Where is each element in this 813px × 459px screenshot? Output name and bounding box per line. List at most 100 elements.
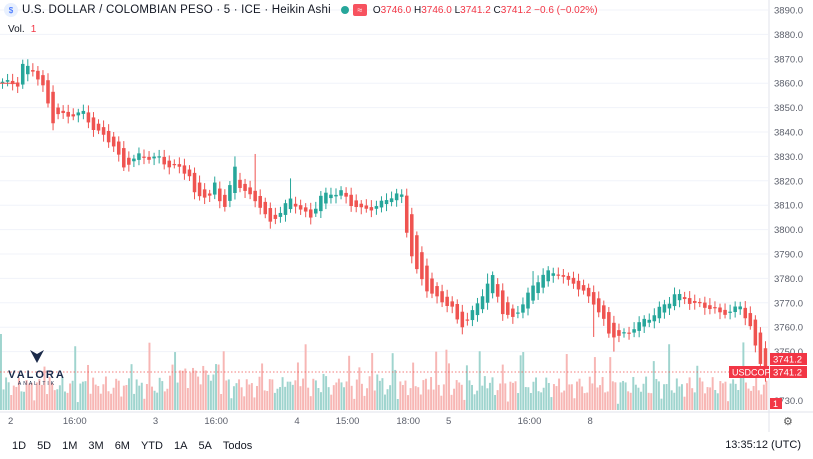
price-tick-label: 3810.0	[774, 201, 803, 212]
volume-bar	[279, 387, 281, 410]
volume-bar	[140, 382, 143, 410]
volume-bar	[581, 386, 584, 410]
volume-bar	[335, 382, 338, 410]
volume-bar	[647, 392, 650, 410]
candle-body	[122, 148, 126, 168]
volume-bar	[583, 393, 586, 410]
candle-body	[445, 296, 449, 307]
volume-bar	[514, 381, 517, 410]
candle-body	[506, 302, 510, 315]
candle-body	[147, 156, 151, 160]
candle-body	[455, 304, 460, 320]
range-1a-button[interactable]: 1A	[173, 440, 188, 452]
volume-bar	[79, 383, 82, 410]
volume-bar	[458, 382, 461, 410]
volume-bar	[353, 398, 356, 410]
volume-bar	[207, 374, 210, 410]
range-all-button[interactable]: Todos	[222, 440, 253, 452]
volume-bar	[716, 393, 719, 410]
candle-body	[738, 306, 742, 310]
volume-bar	[565, 354, 568, 410]
candle-body	[106, 130, 111, 143]
volume-bar	[465, 365, 468, 410]
range-1m-button[interactable]: 1M	[62, 440, 78, 452]
volume-bar	[552, 384, 555, 410]
volume-bar	[704, 393, 706, 410]
volume-bar	[737, 390, 740, 410]
volume-bar	[606, 391, 609, 410]
last-price-text: 3741.2	[773, 355, 802, 366]
candle-body	[500, 290, 505, 315]
candle-body	[258, 195, 262, 208]
volume-bar	[576, 381, 578, 410]
volume-bar	[698, 377, 701, 410]
candle-body	[677, 294, 682, 301]
volume-bar	[463, 399, 466, 410]
volume-bar	[143, 398, 146, 410]
volume-bar	[519, 355, 522, 410]
volume-bar	[637, 387, 640, 410]
volume-bar	[488, 382, 491, 410]
time-axis[interactable]: 2 16:00 3 16:00 4 15:00 18:00 5 16:00 8	[0, 411, 813, 427]
volume-bar	[752, 386, 755, 410]
volume-bar	[348, 355, 351, 410]
price-axis[interactable]: 3730.0 3750.0 3760.0 3770.0 3780.0 3790.0 3800…	[768, 0, 803, 432]
candle-body	[379, 200, 384, 208]
volume-bar	[171, 364, 174, 410]
volume-label: Vol.	[8, 24, 25, 35]
candle-body	[637, 322, 641, 331]
time-tick-label: 16:00	[204, 416, 228, 427]
price-tick-label: 3890.0	[774, 6, 803, 17]
volume-badge: 1	[770, 398, 782, 409]
candle-body	[657, 306, 662, 319]
volume-bar	[693, 392, 696, 410]
candle-body	[703, 302, 707, 308]
candle-body	[531, 285, 535, 301]
range-1d-button[interactable]: 1D	[12, 440, 27, 452]
candle-body	[687, 298, 692, 304]
candle-body	[96, 123, 101, 131]
volume-bar	[209, 380, 212, 410]
candle-body	[233, 166, 237, 193]
candle-body	[137, 153, 141, 160]
chart-type-toggle-icon[interactable]: ≈	[352, 4, 367, 16]
volume-bar	[7, 382, 10, 410]
volume-bar	[471, 384, 473, 410]
range-6m-button[interactable]: 6M	[114, 440, 130, 452]
candle-body	[41, 75, 45, 86]
candle-body	[329, 194, 333, 199]
candle-body	[485, 283, 490, 303]
volume-bar	[386, 389, 389, 410]
chart-title[interactable]: U.S. DOLLAR / COLOMBIAN PESO · 5 · ICE ·…	[22, 4, 331, 16]
candle-body	[612, 322, 616, 338]
volume-bar	[558, 378, 561, 410]
volume-bar	[317, 388, 320, 410]
symbol-badge: USDCOP 3741.2	[729, 366, 807, 379]
range-5a-button[interactable]: 5A	[198, 440, 212, 452]
symbol-logo-icon: $	[4, 3, 18, 17]
volume-bar	[430, 377, 433, 410]
volume-bar	[232, 386, 235, 410]
volume-bar	[686, 383, 689, 410]
candle-body	[521, 304, 525, 313]
candle-body	[20, 63, 25, 85]
candle-body	[450, 301, 454, 307]
volume-bar	[51, 383, 54, 410]
market-status-dot-icon[interactable]	[340, 6, 349, 14]
price-tick-label: 3780.0	[774, 274, 803, 285]
volume-bar	[652, 361, 655, 410]
range-ytd-button[interactable]: YTD	[140, 440, 163, 452]
volume-bar	[409, 388, 412, 410]
range-3m-button[interactable]: 3M	[88, 440, 104, 452]
candle-body	[536, 282, 540, 294]
volume-bar	[719, 381, 722, 410]
volume-bar	[496, 390, 499, 410]
candle-body	[591, 292, 596, 305]
candle-body	[763, 348, 768, 377]
utc-clock[interactable]: 13:35:12 (UTC)	[725, 439, 801, 451]
volume-bar	[343, 387, 345, 410]
range-5d-button[interactable]: 5D	[37, 440, 52, 452]
settings-gear-icon[interactable]: ⚙	[783, 416, 793, 428]
volume-bar	[729, 383, 732, 410]
